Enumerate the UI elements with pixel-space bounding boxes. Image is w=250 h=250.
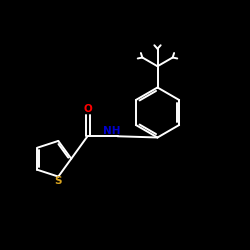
Text: S: S [54,176,62,186]
Text: O: O [83,104,92,115]
Text: NH: NH [103,126,121,136]
